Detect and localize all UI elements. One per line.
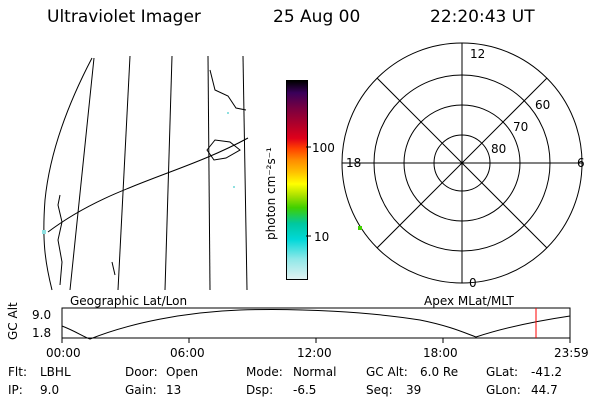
lat-label-60: 60: [535, 98, 551, 112]
date-label: 25 Aug 00: [273, 7, 361, 27]
meridian-line: [207, 55, 211, 291]
timeline-xtick: 00:00: [46, 346, 81, 360]
timeline-xtick: 18:00: [423, 346, 458, 360]
geographic-caption: Geographic Lat/Lon: [70, 294, 188, 308]
colorbar: [286, 80, 308, 280]
seq-value: 39: [406, 383, 422, 397]
glat-value: -41.2: [531, 365, 563, 379]
ip-value: 9.0: [40, 383, 60, 397]
aurora-spot: [233, 186, 235, 188]
mode-value: Normal: [293, 365, 337, 379]
ip-label: IP:: [8, 383, 23, 397]
coastline: [111, 261, 116, 276]
mlt-label-top: 12: [470, 47, 486, 61]
door-value: Open: [166, 365, 199, 379]
aurora-spot: [227, 112, 229, 114]
meridian-line: [117, 55, 131, 291]
altitude-curve: [61, 309, 571, 340]
glon-value: 44.7: [531, 383, 558, 397]
dsp-value: -6.5: [293, 383, 317, 397]
seq-label: Seq:: [366, 383, 393, 397]
lat-label-70: 70: [513, 120, 529, 134]
gain-value: 13: [166, 383, 182, 397]
timeline-xtick: 06:00: [170, 346, 205, 360]
meridian-line: [242, 55, 248, 291]
colorbar-tick-100: 100: [312, 141, 335, 155]
gcalt-value: 6.0 Re: [420, 365, 459, 379]
timeline-xtick: 12:00: [297, 346, 332, 360]
instrument-title: Ultraviolet Imager: [47, 7, 201, 27]
aurora-spot: [42, 230, 46, 234]
polar-caption: Apex MLat/MLT: [424, 294, 514, 308]
coastline: [209, 69, 247, 111]
lat-label-80: 80: [491, 142, 507, 156]
earth-limb: [43, 57, 93, 291]
filter-value: LBHL: [40, 365, 71, 379]
meridian-line: [69, 57, 95, 291]
aurora-spot: [358, 226, 362, 230]
glon-label: GLon:: [486, 383, 521, 397]
gcalt-label: GC Alt:: [366, 365, 408, 379]
coastline: [206, 139, 241, 161]
latitude-line: [47, 137, 249, 233]
gain-label: Gain:: [125, 383, 157, 397]
time-label: 22:20:43 UT: [430, 7, 535, 27]
dsp-label: Dsp:: [246, 383, 274, 397]
mode-label: Mode:: [246, 365, 283, 379]
mlt-label-left: 18: [346, 156, 362, 170]
colorbar-tick-10: 10: [314, 230, 330, 244]
timeline-ylabel: GC Alt: [6, 302, 20, 340]
timeline-ytick-high: 9.0: [32, 308, 52, 322]
coastline: [57, 194, 63, 286]
mlt-label-bottom: 0: [469, 276, 477, 290]
glat-label: GLat:: [486, 365, 519, 379]
timeline-ytick-low: 1.8: [32, 326, 52, 340]
mlt-label-right: 6: [577, 156, 585, 170]
door-label: Door:: [125, 365, 158, 379]
filter-label: Flt:: [8, 365, 27, 379]
timeline-xtick: 23:59: [554, 346, 589, 360]
